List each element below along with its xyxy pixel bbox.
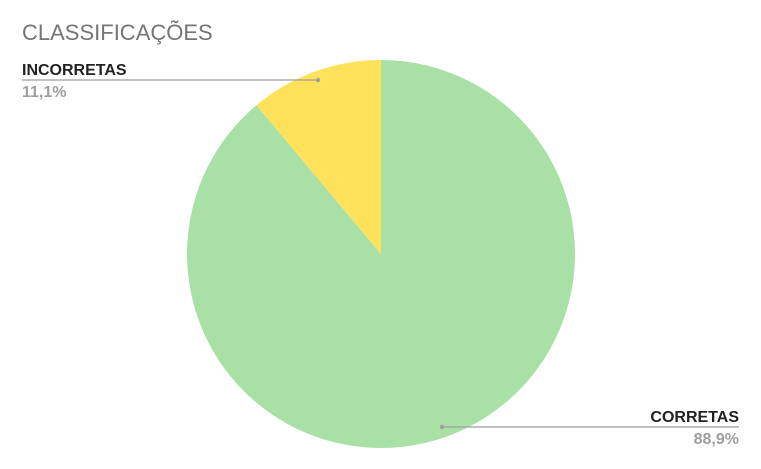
leader-corretas xyxy=(439,424,739,430)
chart-title: CLASSIFICAÇÕES xyxy=(22,20,213,45)
slice-label-incorretas: INCORRETAS xyxy=(22,62,127,79)
leader-incorretas xyxy=(22,77,321,83)
slice-value-corretas: 88,9% xyxy=(694,431,739,448)
pie-slices xyxy=(186,60,575,448)
slice-label-corretas: CORRETAS xyxy=(650,409,739,426)
pie-slice-incorretas xyxy=(256,60,381,254)
slice-value-incorretas: 11,1% xyxy=(22,84,66,101)
pie-slice-corretas xyxy=(186,60,575,448)
